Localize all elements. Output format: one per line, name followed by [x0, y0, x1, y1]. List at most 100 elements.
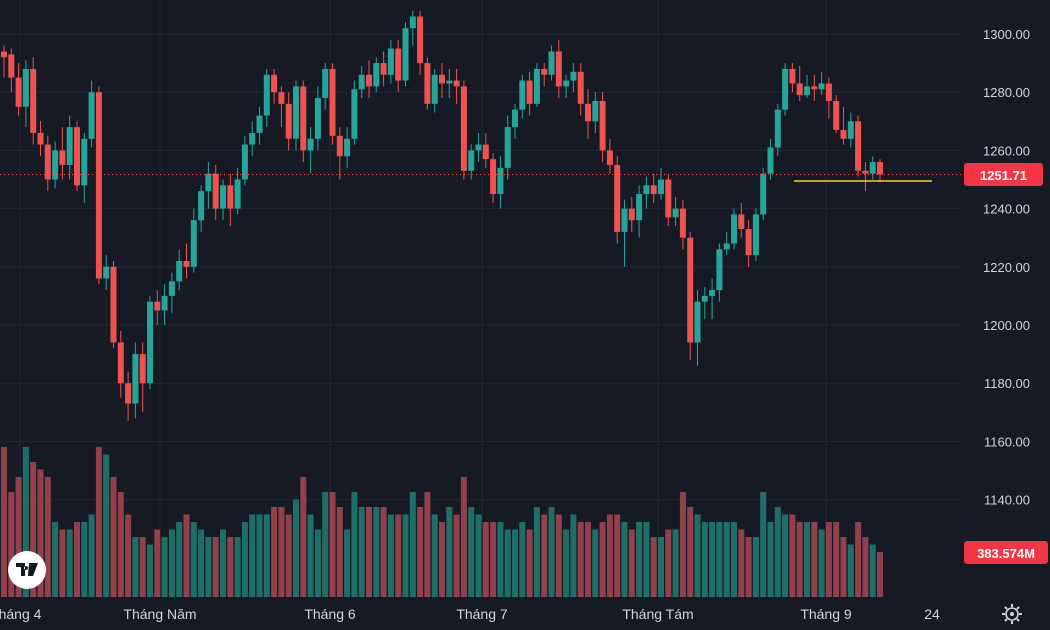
candle-body [782, 68, 789, 110]
tradingview-logo[interactable] [8, 551, 46, 589]
volume-bar [380, 507, 387, 597]
volume-bar [672, 529, 679, 597]
gear-hub [1010, 612, 1014, 616]
candle-body [869, 162, 876, 174]
volume-bar [387, 514, 394, 597]
volume-bar [760, 492, 767, 597]
candle-body [278, 92, 285, 104]
candle-body [15, 77, 22, 107]
candle-body [475, 144, 482, 151]
volume-bar [643, 522, 650, 597]
volume-bar [431, 514, 438, 597]
x-tick-label: 24 [924, 606, 940, 622]
volume-bar [731, 522, 737, 597]
candle-body [541, 68, 548, 75]
candle-body [833, 100, 840, 131]
candle-body [59, 150, 66, 165]
candle-body [585, 103, 591, 122]
candle-body [811, 86, 818, 90]
candle-body [592, 100, 599, 122]
gear-body[interactable] [1005, 607, 1019, 621]
volume-bar [183, 514, 190, 597]
candle-body [263, 74, 270, 116]
candle-body [351, 89, 358, 139]
candle-body [37, 132, 44, 145]
volume-bar [606, 514, 613, 597]
volume-bar [125, 514, 132, 597]
candle-body [825, 83, 832, 101]
candle-body [855, 121, 862, 171]
volume-bar [855, 522, 862, 597]
volume-bar [117, 492, 124, 597]
candle-body [409, 16, 416, 29]
candle-body [117, 342, 124, 384]
candle-body [555, 51, 562, 87]
volume-bar [44, 477, 51, 597]
candle-body [1, 51, 7, 58]
candle-body [307, 138, 314, 151]
volume-bar [548, 507, 555, 597]
volume-bar [877, 552, 883, 597]
volume-bar [658, 537, 664, 597]
volume-bar [709, 522, 716, 597]
volume-bar [307, 514, 314, 597]
volume-bar [599, 522, 606, 597]
y-tick-label: 1140.00 [984, 493, 1030, 508]
candle-body [161, 295, 168, 311]
volume-bar [570, 514, 577, 597]
settings-gear-icon[interactable] [1002, 604, 1022, 624]
volume-bar [738, 529, 745, 597]
candle-body [446, 80, 453, 84]
volume-bar [504, 529, 511, 597]
volume-bar [103, 454, 110, 597]
candle-body [395, 48, 402, 81]
x-tick-label: Tháng Tám [622, 606, 693, 622]
candle-body [358, 74, 365, 90]
candle-body [453, 80, 460, 87]
candle-body [110, 266, 117, 343]
candle-body [329, 68, 336, 136]
last-price-tag-bg [964, 163, 1043, 186]
candle-body [322, 68, 329, 99]
volume-bar [161, 537, 168, 597]
candle-body [66, 127, 73, 165]
candle-body [460, 86, 467, 171]
volume-bar [22, 447, 29, 597]
candle-body [293, 86, 299, 139]
candle-body [490, 159, 497, 195]
volume-bar [679, 492, 686, 597]
candle-body [344, 138, 351, 157]
candle-body [643, 185, 650, 195]
candle-body [95, 92, 102, 279]
volume-bar [621, 522, 628, 597]
y-axis: 1300.00 1280.00 1260.00 1240.00 1220.00 1200.… [983, 27, 1030, 508]
volume-bar [614, 514, 621, 597]
volume-bar [862, 537, 869, 597]
candle-body [650, 185, 657, 195]
volume-bar [336, 507, 343, 597]
candle-body [818, 83, 825, 90]
y-tick-label: 1200.00 [983, 318, 1030, 333]
volume-bar [74, 522, 80, 597]
volume-bar [519, 522, 526, 597]
volume-bar [818, 529, 825, 597]
candle-body [30, 68, 37, 133]
candle-body [745, 228, 752, 256]
candle-body [147, 301, 153, 384]
volume-bar [424, 492, 431, 597]
candle-body [241, 144, 248, 180]
candle-body [533, 68, 540, 104]
candle-body [125, 383, 132, 404]
candle-body [709, 290, 716, 296]
volume-bar [132, 537, 139, 597]
candle-body [103, 266, 110, 279]
tv-logo-icon [16, 563, 38, 576]
volume-bar [234, 537, 241, 597]
candle-body [628, 208, 635, 221]
volume-value: 383.574M [977, 546, 1035, 561]
tradingview-logo-bg[interactable] [8, 551, 46, 589]
candle-body [599, 100, 606, 151]
volume-bar [774, 507, 781, 597]
volume-bar [205, 537, 212, 597]
